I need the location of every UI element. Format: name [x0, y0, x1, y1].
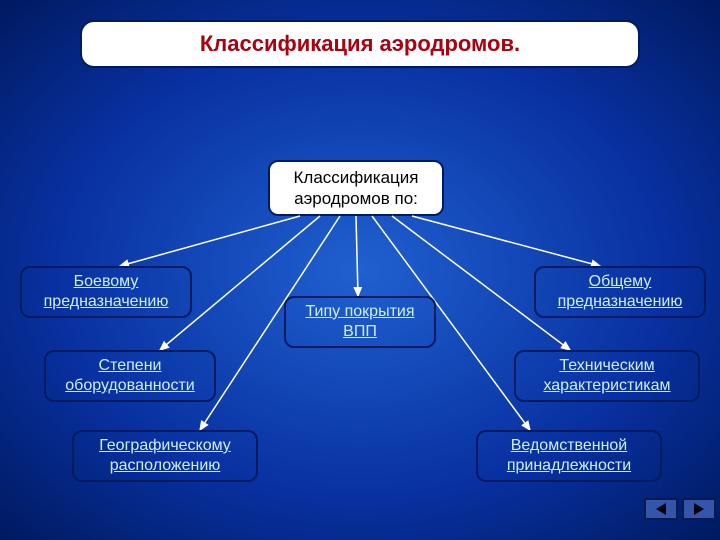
- node-combat: Боевому предназначению: [20, 266, 192, 318]
- slide-title-text: Классификация аэродромов.: [200, 31, 520, 57]
- node-label: Ведомственной принадлежности: [507, 436, 631, 476]
- node-label: Боевому предназначению: [44, 272, 169, 312]
- prev-slide-button[interactable]: [644, 498, 678, 520]
- node-geo: Географическому расположению: [72, 430, 258, 482]
- node-dept: Ведомственной принадлежности: [476, 430, 662, 482]
- root-node-text: Классификация аэродромов по:: [294, 167, 419, 210]
- node-label: Типу покрытия ВПП: [305, 302, 414, 342]
- node-label: Степени оборудованности: [65, 356, 194, 396]
- slide-title: Классификация аэродромов.: [80, 20, 640, 68]
- node-label: Техническим характеристикам: [543, 356, 670, 396]
- node-runway: Типу покрытия ВПП: [284, 296, 436, 348]
- root-node: Классификация аэродромов по:: [268, 160, 444, 216]
- arrow-left-icon: [656, 503, 666, 515]
- node-label: Географическому расположению: [99, 436, 231, 476]
- node-label: Общему предназначению: [558, 272, 683, 312]
- node-equip: Степени оборудованности: [44, 350, 216, 402]
- next-slide-button[interactable]: [682, 498, 716, 520]
- arrow-right-icon: [694, 503, 704, 515]
- node-general: Общему предназначению: [534, 266, 706, 318]
- node-tech: Техническим характеристикам: [514, 350, 700, 402]
